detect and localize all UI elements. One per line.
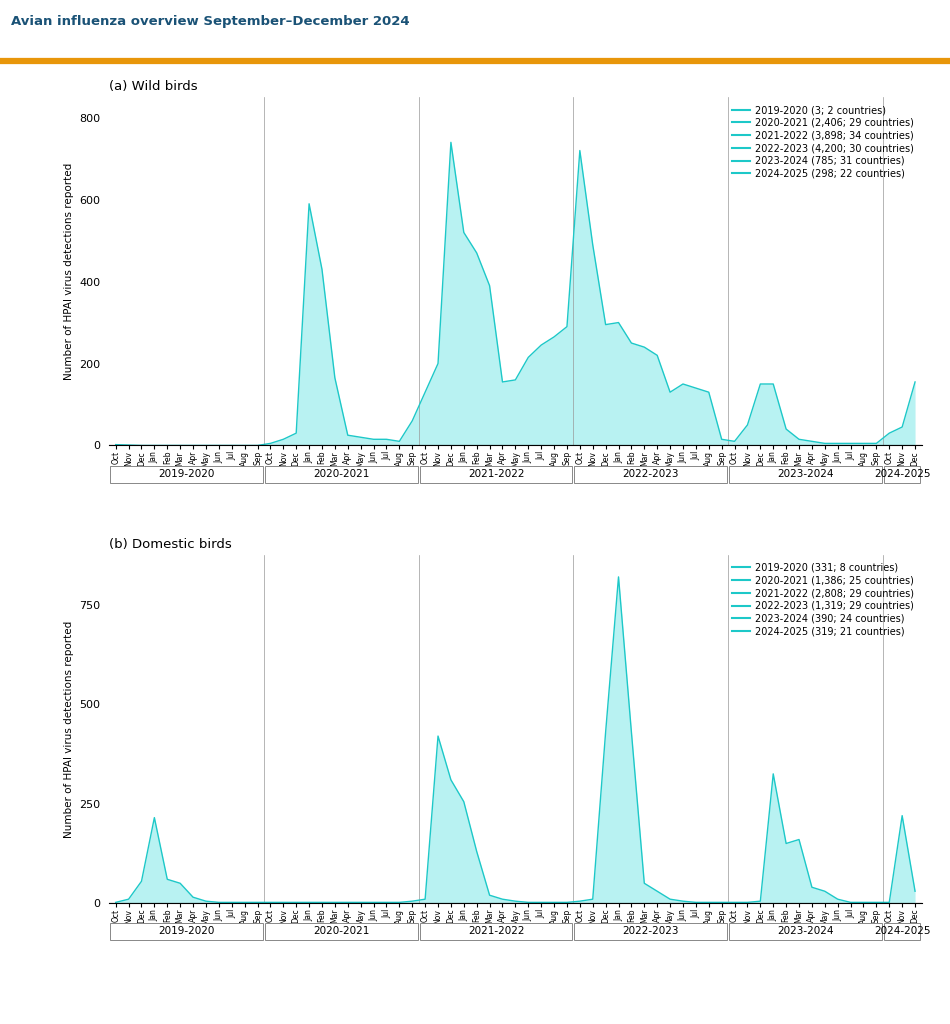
Bar — [884, 924, 921, 940]
Bar — [420, 466, 572, 482]
Bar — [265, 466, 418, 482]
X-axis label: Month of suspicion*: Month of suspicion* — [460, 470, 571, 479]
Bar — [730, 466, 882, 482]
Text: (b) Domestic birds: (b) Domestic birds — [109, 538, 232, 551]
Bar — [575, 924, 727, 940]
Bar — [110, 924, 263, 940]
Text: 2023-2024: 2023-2024 — [777, 927, 834, 936]
Bar — [884, 466, 921, 482]
Text: 2023-2024: 2023-2024 — [777, 469, 834, 478]
Text: 2022-2023: 2022-2023 — [622, 469, 679, 478]
Bar — [110, 466, 263, 482]
Text: 2019-2020: 2019-2020 — [159, 927, 215, 936]
Bar — [575, 466, 727, 482]
Text: 2021-2022: 2021-2022 — [467, 927, 524, 936]
Text: 2020-2021: 2020-2021 — [314, 927, 370, 936]
Text: 2020-2021: 2020-2021 — [314, 469, 370, 478]
Legend: 2019-2020 (3; 2 countries), 2020-2021 (2,406; 29 countries), 2021-2022 (3,898; 3: 2019-2020 (3; 2 countries), 2020-2021 (2… — [730, 102, 917, 181]
Bar — [265, 924, 418, 940]
Text: (a) Wild birds: (a) Wild birds — [109, 80, 198, 93]
Text: 2021-2022: 2021-2022 — [467, 469, 524, 478]
Bar — [730, 924, 882, 940]
Legend: 2019-2020 (331; 8 countries), 2020-2021 (1,386; 25 countries), 2021-2022 (2,808;: 2019-2020 (331; 8 countries), 2020-2021 … — [730, 560, 917, 639]
Bar — [420, 924, 572, 940]
Text: 2019-2020: 2019-2020 — [159, 469, 215, 478]
Text: 2024-2025: 2024-2025 — [874, 927, 930, 936]
X-axis label: Month of suspicion*: Month of suspicion* — [460, 928, 571, 937]
Y-axis label: Number of HPAI virus detections reported: Number of HPAI virus detections reported — [64, 163, 73, 380]
Text: 2022-2023: 2022-2023 — [622, 927, 679, 936]
Text: 2024-2025: 2024-2025 — [874, 469, 930, 478]
Text: Avian influenza overview September–December 2024: Avian influenza overview September–Decem… — [11, 14, 410, 28]
Y-axis label: Number of HPAI virus detections reported: Number of HPAI virus detections reported — [64, 621, 73, 838]
